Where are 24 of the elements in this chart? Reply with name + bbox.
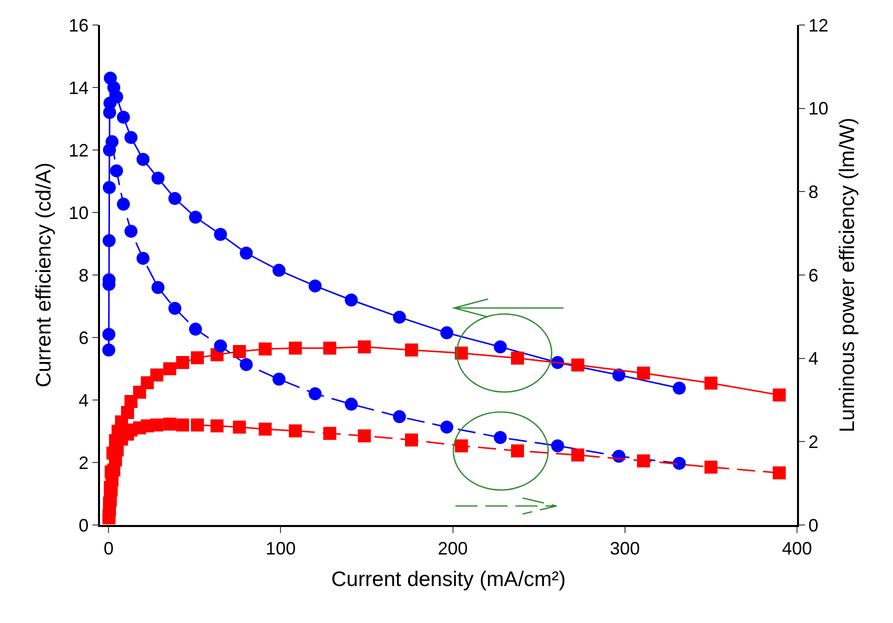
y2-tick-label: 12: [808, 15, 828, 36]
y2-tick-label: 4: [808, 348, 818, 369]
x-tick-label: 400: [782, 538, 812, 558]
x-tick-label: 200: [438, 538, 468, 558]
x-tick-label: 300: [610, 538, 640, 558]
y-tick-label: 10: [68, 202, 89, 223]
y-tick-label: 8: [78, 265, 89, 286]
y-tick-label: 12: [68, 140, 89, 160]
y-tick-label: 4: [78, 390, 89, 410]
y2-tick-label: 6: [808, 265, 818, 286]
y-axis-title: Current efficiency (cd/A): [32, 162, 56, 388]
y2-tick-label: 8: [808, 182, 818, 202]
y2-axis-title: Luminous power efficiency (lm/W): [836, 118, 860, 432]
y-tick-label: 14: [68, 78, 89, 98]
x-tick-label: 0: [104, 538, 114, 558]
y2-tick-label: 0: [808, 515, 818, 536]
x-tick-label: 100: [266, 538, 296, 558]
y2-tick-label: 2: [808, 432, 818, 452]
y-tick-label: 0: [78, 515, 89, 536]
y-tick-label: 2: [78, 452, 89, 473]
x-axis-title: Current density (mA/cm²): [331, 568, 566, 592]
y2-tick-label: 10: [808, 98, 828, 119]
y-tick-label: 6: [78, 328, 89, 348]
y-tick-label: 16: [68, 15, 89, 36]
